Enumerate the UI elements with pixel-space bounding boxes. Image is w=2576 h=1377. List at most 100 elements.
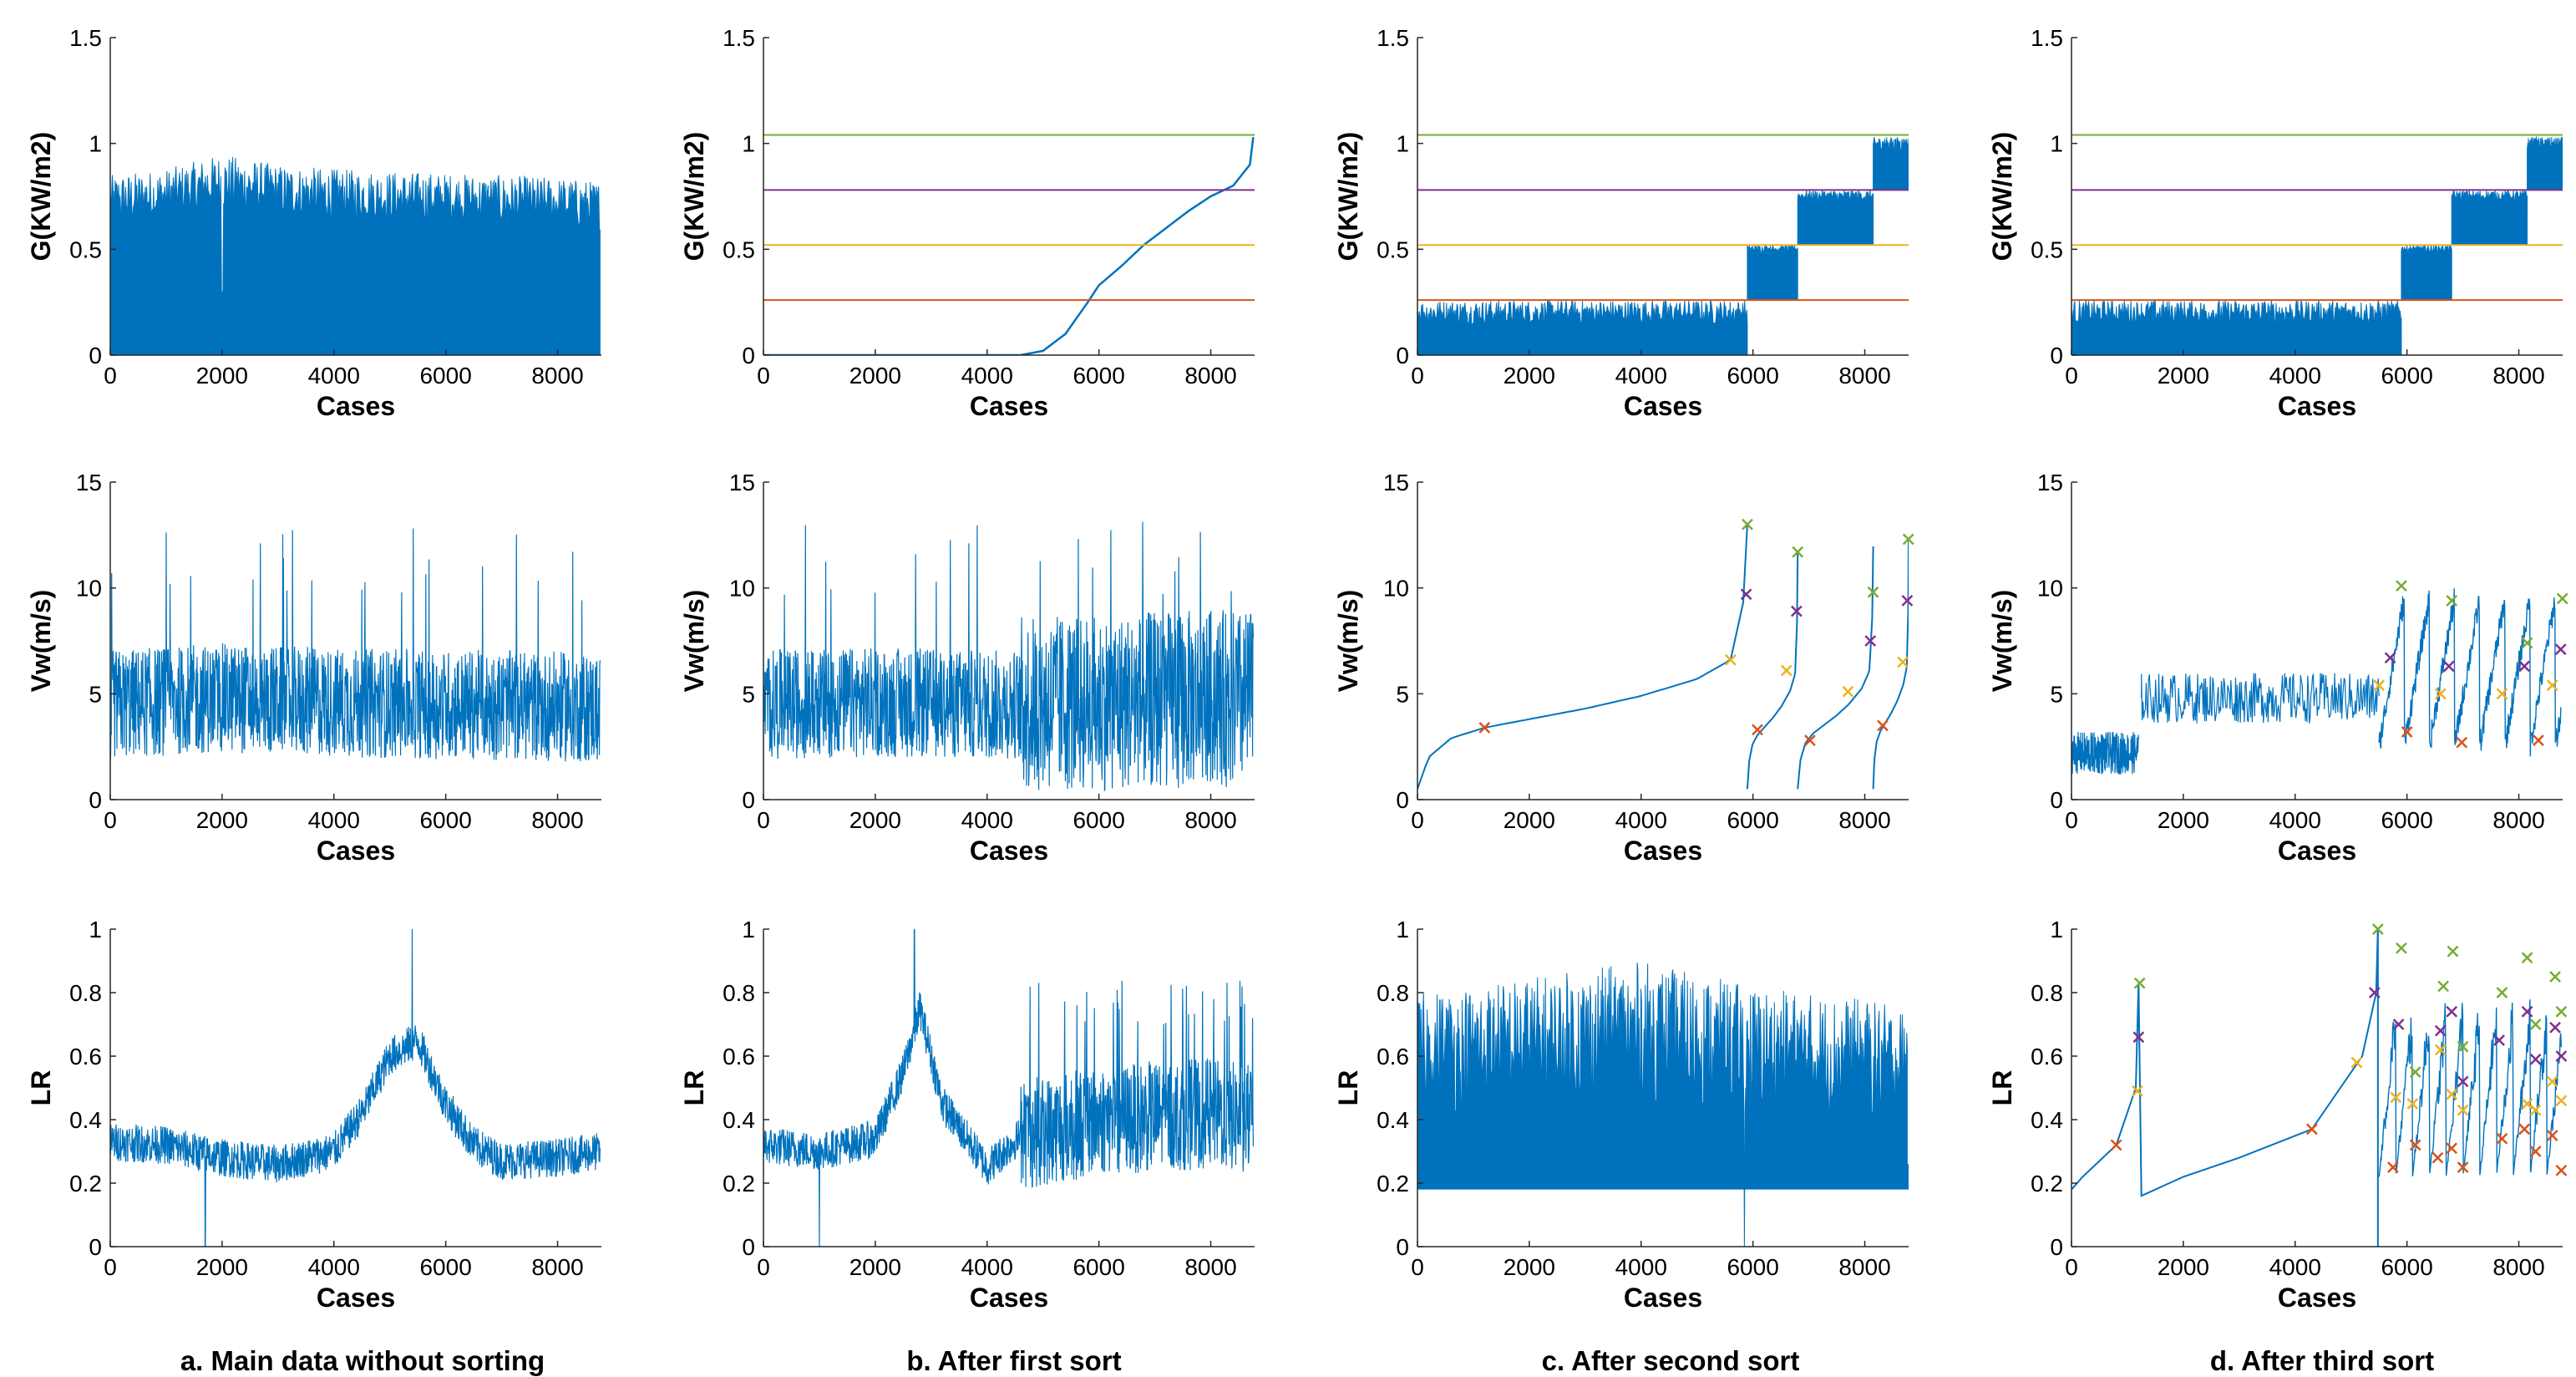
series-line: [110, 528, 601, 762]
x-tick-label: 6000: [1727, 807, 1778, 833]
y-tick-label: 0.8: [2031, 980, 2063, 1006]
x-tick-label: 0: [1411, 1254, 1424, 1280]
x-tick-label: 8000: [531, 807, 583, 833]
marker-green: [2133, 977, 2146, 989]
x-tick-label: 0: [757, 1254, 770, 1280]
x-tick-label: 0: [2065, 1254, 2078, 1280]
x-tick-label: 8000: [1838, 1254, 1890, 1280]
x-axis-label: Cases: [970, 391, 1048, 421]
y-axis-label: G(KW/m2): [1333, 132, 1363, 262]
x-tick-label: 2000: [849, 807, 901, 833]
marker-red: [1877, 719, 1889, 732]
y-axis-label: Vw(m/s): [1333, 590, 1363, 693]
x-tick-label: 2000: [2158, 363, 2209, 389]
marker-purple: [2392, 1019, 2405, 1030]
marker-purple: [2493, 1034, 2505, 1046]
marker-green: [2549, 971, 2561, 983]
x-tick-label: 2000: [1504, 807, 1555, 833]
y-tick-label: 0: [89, 787, 102, 813]
marker-red: [2555, 1164, 2568, 1176]
marker-red: [2457, 1161, 2469, 1173]
marker-purple: [2518, 660, 2531, 673]
y-tick-label: 5: [2050, 681, 2063, 707]
chart-a-row2: 0 2000 4000 6000 8000 0 5 10 15 Cases Vw(m/s): [26, 470, 601, 866]
y-axis-label: G(KW/m2): [679, 132, 709, 262]
y-tick-label: 0.4: [69, 1107, 102, 1133]
series-line: [2071, 929, 2379, 1197]
y-tick-label: 10: [1383, 576, 1409, 602]
marker-purple: [2434, 1024, 2447, 1037]
marker-red: [2496, 1132, 2508, 1145]
marker-purple: [1901, 594, 1914, 607]
group-bars: [2071, 299, 2402, 355]
marker-green: [2521, 952, 2533, 964]
marker-yellow: [2521, 1098, 2533, 1110]
marker-yellow: [2406, 1098, 2419, 1110]
y-tick-label: 0: [89, 343, 102, 368]
marker-yellow: [2350, 1056, 2363, 1069]
marker-red: [2387, 1161, 2399, 1173]
marker-yellow: [1780, 664, 1793, 677]
x-tick-label: 4000: [961, 807, 1013, 833]
y-axis-label: LR: [1987, 1070, 2017, 1106]
y-tick-label: 1.5: [723, 25, 755, 51]
marker-purple: [2521, 1005, 2533, 1018]
tail-line: [2378, 999, 2563, 1177]
y-axis-label: Vw(m/s): [1987, 590, 2017, 693]
x-tick-label: 2000: [1504, 1254, 1555, 1280]
marker-purple: [2384, 652, 2396, 664]
marker-purple: [1790, 605, 1803, 617]
plot-area: [110, 156, 601, 355]
x-tick-label: 0: [2065, 363, 2078, 389]
x-axis-label: Cases: [317, 1283, 395, 1313]
chart-d-row1: 0 2000 4000 6000 8000 0 0.5 1 1.5 Cases G(KW/m2): [1987, 25, 2563, 421]
segment-line: [1417, 524, 1748, 790]
plot-area: [763, 136, 1255, 355]
caption-c: c. After second sort: [1541, 1345, 1800, 1376]
x-tick-label: 2000: [849, 1254, 901, 1280]
y-axis-label: LR: [26, 1070, 56, 1106]
group-bars: [2401, 243, 2452, 301]
y-tick-label: 5: [1396, 681, 1409, 707]
marker-purple: [1740, 588, 1752, 601]
x-tick-label: 0: [757, 807, 770, 833]
x-tick-label: 8000: [1184, 363, 1236, 389]
x-tick-label: 2000: [196, 807, 248, 833]
chart-b-row2: 0 2000 4000 6000 8000 0 5 10 15 Cases Vw(m/s): [679, 470, 1255, 866]
x-tick-label: 4000: [308, 807, 360, 833]
segment-line: [1797, 546, 1874, 790]
y-tick-label: 0: [742, 343, 755, 368]
x-axis-label: Cases: [2278, 1283, 2356, 1313]
x-tick-label: 6000: [1727, 363, 1778, 389]
y-tick-label: 1: [1396, 917, 1409, 943]
series-base: [1417, 1164, 1909, 1190]
y-tick-label: 0: [1396, 787, 1409, 813]
marker-yellow: [2555, 1095, 2568, 1107]
marker-red: [2456, 736, 2468, 749]
y-axis-label: LR: [679, 1070, 709, 1106]
marker-red: [1478, 721, 1491, 734]
y-tick-label: 1.5: [69, 25, 102, 51]
plot-area: [1417, 962, 1909, 1247]
group-bars: [1797, 189, 1874, 246]
marker-green: [2496, 987, 2508, 998]
x-tick-label: 4000: [961, 363, 1013, 389]
series-line: [763, 136, 1255, 355]
chart-b-row1: 0 2000 4000 6000 8000 0 0.5 1 1.5 Cases G(KW/m2): [679, 25, 1255, 421]
y-tick-label: 1.5: [1377, 25, 1409, 51]
y-tick-label: 0: [1396, 343, 1409, 368]
x-tick-label: 6000: [1072, 807, 1124, 833]
y-tick-label: 1: [89, 131, 102, 157]
caption-d: d. After third sort: [2209, 1345, 2435, 1376]
y-tick-label: 0.6: [723, 1044, 755, 1070]
y-tick-label: 0.4: [723, 1107, 755, 1133]
plot-area: [110, 528, 601, 762]
y-tick-label: 0.2: [2031, 1171, 2063, 1197]
y-tick-label: 0.5: [723, 236, 755, 262]
segment-line: [1746, 551, 1799, 790]
x-axis-label: Cases: [1624, 1283, 1702, 1313]
caption-a: a. Main data without sorting: [180, 1345, 545, 1376]
x-tick-label: 8000: [531, 1254, 583, 1280]
marker-red: [2533, 734, 2544, 746]
plot-area: [763, 521, 1254, 792]
